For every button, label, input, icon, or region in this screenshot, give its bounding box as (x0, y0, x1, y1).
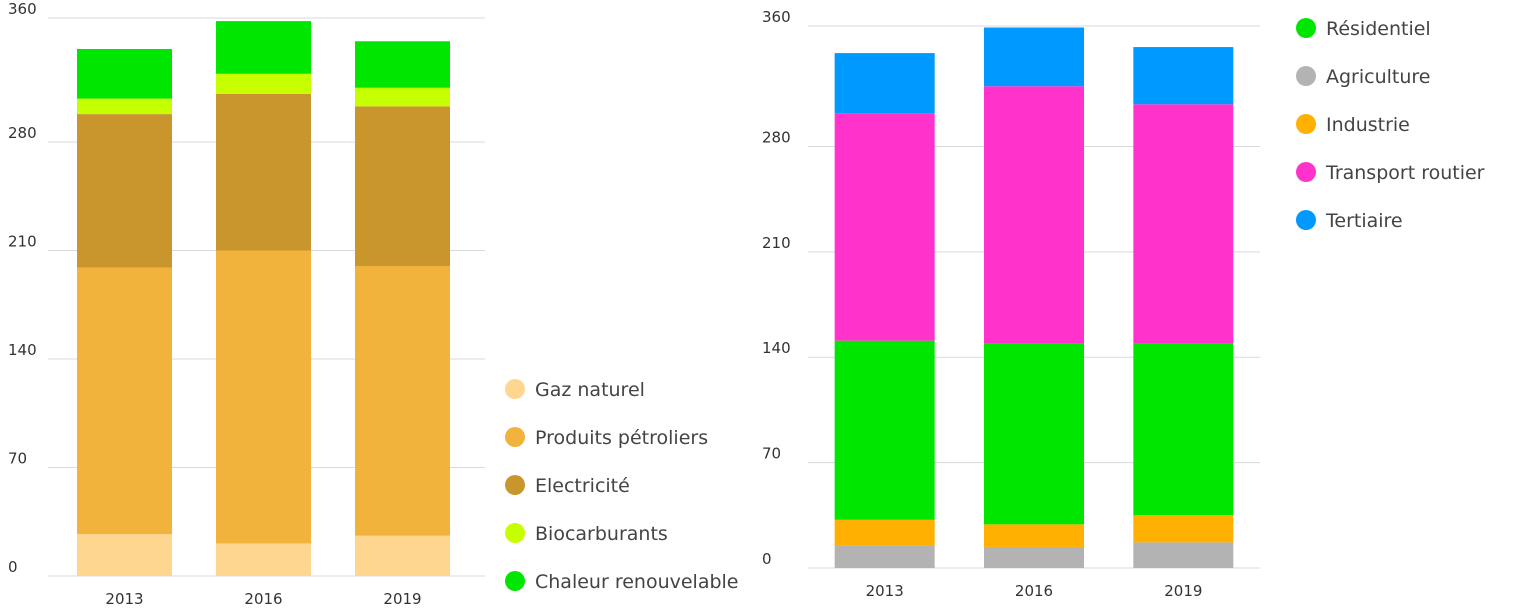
bar-segment (77, 267, 172, 535)
y-tick-label: 0 (762, 550, 772, 568)
legend-label: Tertiaire (1325, 210, 1403, 232)
x-tick-label: 2013 (866, 582, 904, 600)
y-tick-label: 210 (8, 233, 37, 251)
y-tick-label: 140 (8, 341, 37, 359)
legend-label: Chaleur renouvelable (535, 571, 739, 593)
y-tick-label: 360 (8, 0, 37, 18)
x-tick-label: 2016 (244, 590, 282, 608)
bar-segment (984, 27, 1084, 87)
bar-segment (77, 98, 172, 115)
bar-segment (216, 21, 311, 74)
x-tick-label: 2019 (383, 590, 421, 608)
bar-segment (355, 266, 450, 536)
bar-segment (984, 86, 1084, 344)
legend-marker (1296, 114, 1316, 134)
bar-segment (1133, 542, 1234, 568)
legend-marker (505, 427, 525, 447)
bar-segment (834, 519, 935, 546)
bar-segment (355, 87, 450, 107)
y-tick-label: 70 (762, 445, 781, 463)
legend-label: Gaz naturel (535, 379, 645, 401)
x-tick-label: 2013 (105, 590, 143, 608)
y-tick-label: 70 (8, 450, 27, 468)
bar-segment (77, 49, 172, 99)
legend-marker (505, 475, 525, 495)
bar-segment (1133, 104, 1234, 344)
y-tick-label: 280 (8, 124, 37, 142)
bar-segment (1133, 47, 1234, 105)
x-tick-label: 2016 (1015, 582, 1053, 600)
legend-label: Electricité (535, 475, 630, 497)
legend-label: Produits pétroliers (535, 427, 708, 449)
bar-segment (984, 546, 1084, 568)
bar-segment (834, 53, 935, 114)
y-tick-label: 360 (762, 8, 791, 26)
bar-segment (834, 340, 935, 520)
bar-segment (984, 524, 1084, 547)
x-tick-label: 2019 (1164, 582, 1202, 600)
bar-segment (834, 545, 935, 568)
legend-marker (1296, 210, 1316, 230)
legend-label: Résidentiel (1326, 18, 1431, 40)
bar-segment (77, 114, 172, 268)
y-tick-label: 210 (762, 234, 791, 252)
legend-marker (1296, 18, 1316, 38)
bar-segment (834, 113, 935, 341)
y-tick-label: 280 (762, 128, 791, 146)
legend-label: Agriculture (1326, 66, 1431, 88)
bar-segment (355, 535, 450, 576)
bar-segment (984, 343, 1084, 525)
legend-marker (1296, 66, 1316, 86)
bar-segment (216, 73, 311, 94)
bar-segment (355, 41, 450, 88)
legend-marker (505, 523, 525, 543)
legend-marker (505, 571, 525, 591)
legend-marker (1296, 162, 1316, 182)
bar-segment (216, 543, 311, 576)
bar-segment (77, 534, 172, 576)
legend-label: Industrie (1326, 114, 1410, 136)
bar-segment (216, 250, 311, 544)
legend-label: Transport routier (1325, 162, 1485, 184)
y-tick-label: 0 (8, 558, 18, 576)
legend-label: Biocarburants (535, 523, 668, 545)
y-tick-label: 140 (762, 339, 791, 357)
legend-marker (505, 379, 525, 399)
bar-segment (355, 106, 450, 266)
bar-segment (1133, 515, 1234, 543)
bar-segment (1133, 343, 1234, 516)
bar-segment (216, 93, 311, 251)
